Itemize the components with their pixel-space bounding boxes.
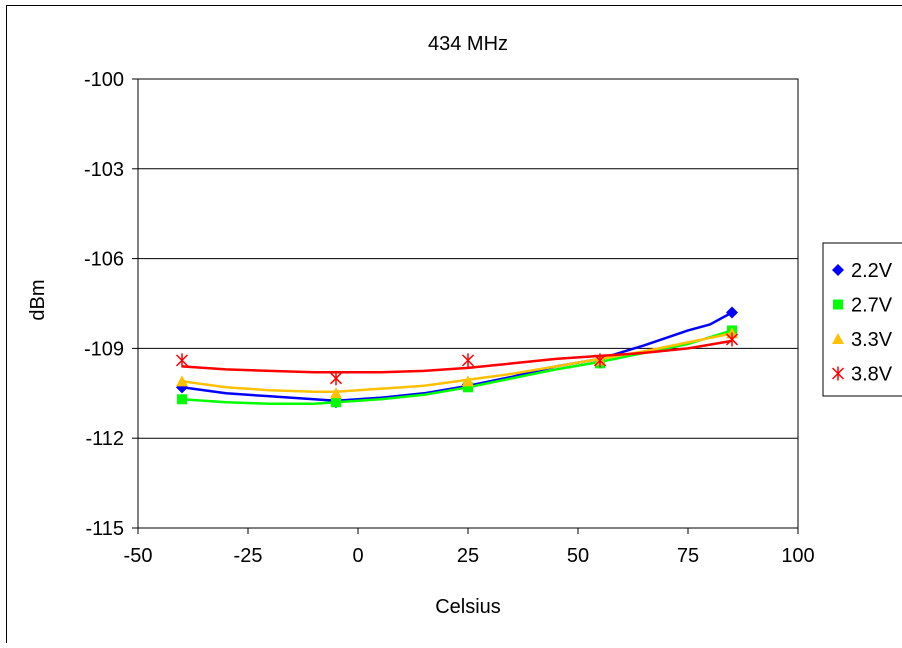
y-tick-label: -106 [84,249,124,271]
chart-title: 434 MHz [428,33,508,55]
legend-label: 3.8V [851,364,893,386]
legend-label: 3.3V [851,329,893,351]
y-tick-label: -109 [84,338,124,360]
x-tick-label: 0 [352,545,363,567]
x-tick-label: -50 [124,545,153,567]
x-tick-label: -25 [234,545,263,567]
legend-label: 2.2V [851,260,893,282]
y-tick-label: -115 [85,518,124,540]
x-axis-label: Celsius [435,596,501,618]
data-point-2-7v [331,397,341,407]
x-tick-label: 75 [677,545,699,567]
legend: 2.2V 2.7V 3.3V 3.8V [823,243,902,396]
data-point-2-7v [177,394,187,404]
y-tick-label: -112 [85,428,124,450]
y-tick-label: -100 [84,69,124,91]
x-tick-label: 50 [567,545,589,567]
y-axis-label: dBm [27,279,49,320]
y-tick-label: -103 [84,159,124,181]
legend-marker [833,300,843,310]
x-tick-label: 25 [457,545,479,567]
legend-label: 2.7V [851,295,893,317]
x-tick-label: 100 [781,545,814,567]
